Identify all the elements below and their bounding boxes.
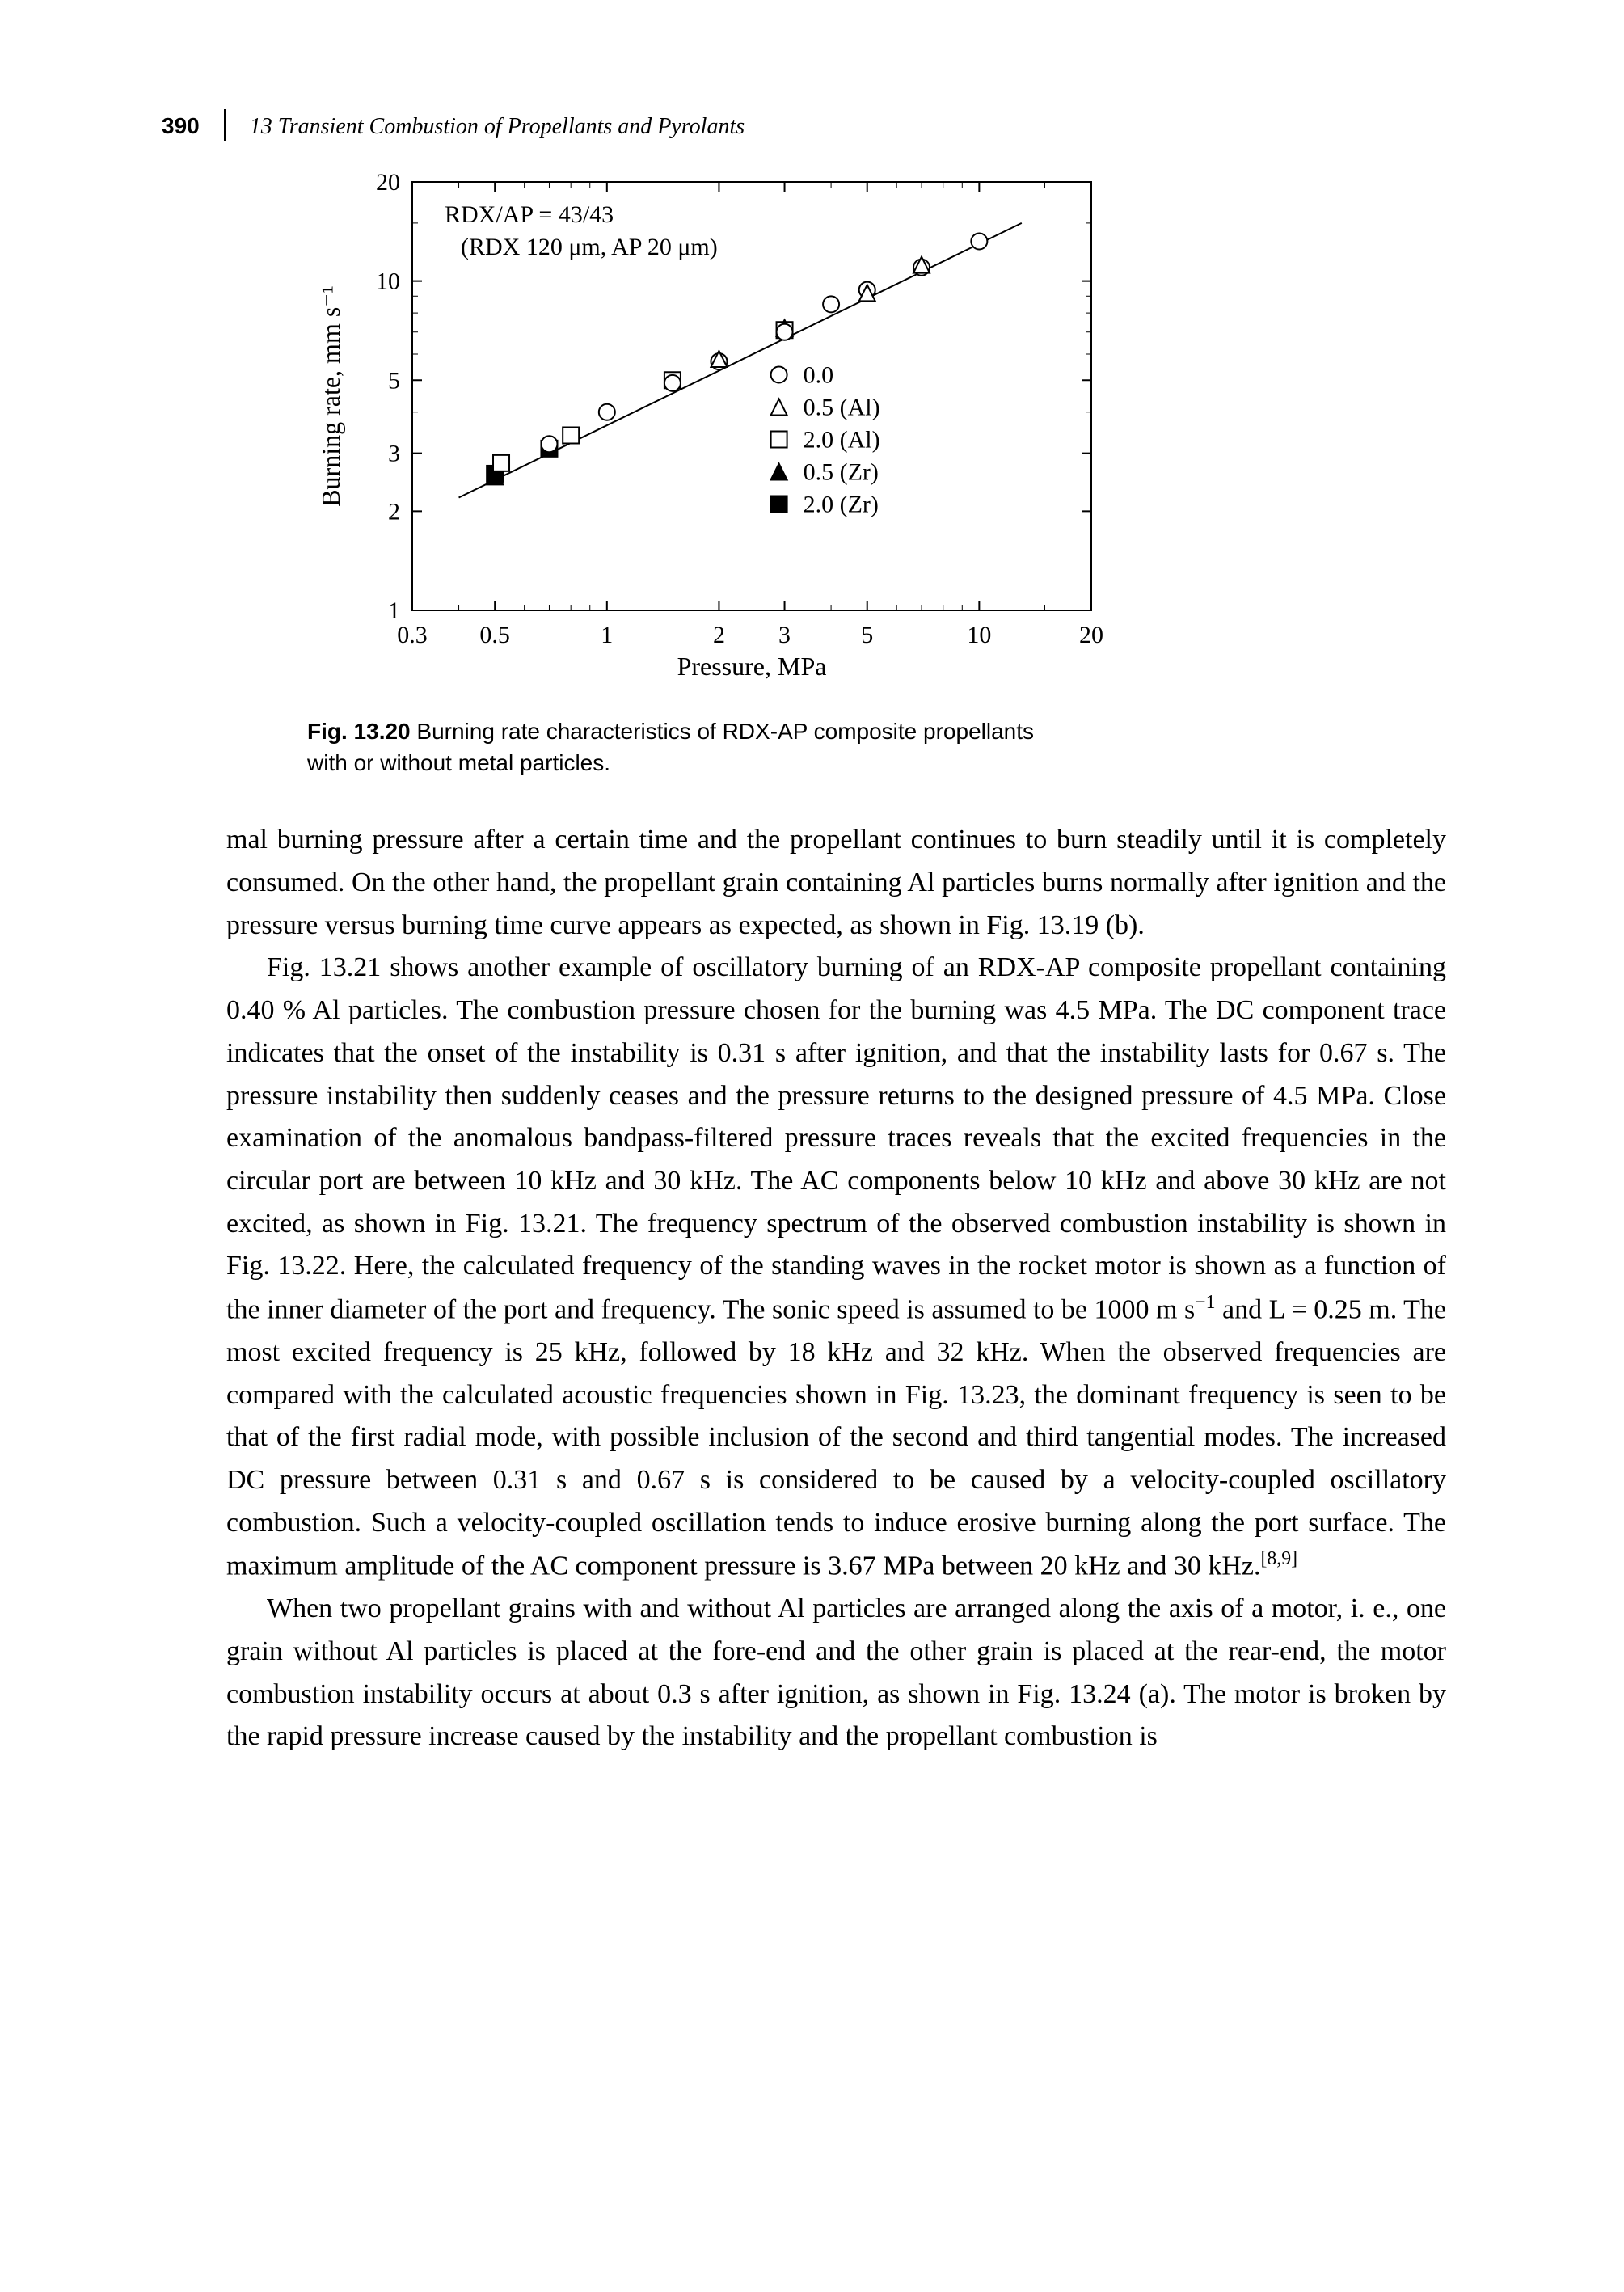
chapter-heading: 13 Transient Combustion of Propellants a…	[250, 114, 745, 140]
svg-text:0.0: 0.0	[804, 362, 834, 389]
figure-caption: Fig. 13.20 Burning rate characteristics …	[307, 715, 1035, 779]
svg-text:0.5: 0.5	[479, 622, 510, 648]
paragraph-2: Fig. 13.21 shows another example of osci…	[226, 947, 1446, 1588]
svg-text:2.0 (Al): 2.0 (Al)	[804, 427, 880, 454]
svg-text:3: 3	[388, 441, 400, 467]
burning-rate-chart: 0.3 0.5 1 2 3 5 10 20 1 2 3 5 10 20 Pressure, MPa Burni…	[307, 166, 1116, 691]
paragraph-1: mal burning pressure after a certain tim…	[226, 819, 1446, 947]
svg-text:Pressure, MPa: Pressure, MPa	[677, 652, 827, 681]
svg-text:5: 5	[861, 622, 873, 648]
svg-text:2: 2	[388, 498, 400, 525]
svg-text:0.5 (Zr): 0.5 (Zr)	[804, 459, 879, 486]
svg-text:10: 10	[967, 622, 991, 648]
figure-label: Fig. 13.20	[307, 719, 411, 744]
svg-text:(RDX 120 μm, AP 20 μm): (RDX 120 μm, AP 20 μm)	[461, 234, 718, 260]
header-divider	[224, 109, 226, 141]
chapter-number: 13	[250, 114, 272, 139]
svg-text:2.0 (Zr): 2.0 (Zr)	[804, 492, 879, 518]
body-text: mal burning pressure after a certain tim…	[226, 819, 1446, 1758]
svg-text:RDX/AP = 43/43: RDX/AP = 43/43	[445, 201, 614, 228]
svg-text:0.3: 0.3	[397, 622, 428, 648]
chapter-title: Transient Combustion of Propellants and …	[278, 114, 745, 139]
running-header: 390 13 Transient Combustion of Propellan…	[162, 113, 1446, 141]
page-number: 390	[162, 113, 200, 139]
svg-text:20: 20	[376, 169, 400, 196]
svg-text:10: 10	[376, 268, 400, 295]
svg-text:2: 2	[713, 622, 725, 648]
figure-13-20: 0.3 0.5 1 2 3 5 10 20 1 2 3 5 10 20 Pressure, MPa Burni…	[307, 166, 1446, 779]
svg-text:20: 20	[1079, 622, 1103, 648]
figure-caption-text: Burning rate characteristics of RDX-AP c…	[307, 719, 1034, 775]
svg-text:1: 1	[388, 597, 400, 624]
svg-text:1: 1	[601, 622, 613, 648]
svg-text:5: 5	[388, 367, 400, 394]
svg-text:3: 3	[778, 622, 791, 648]
svg-text:0.5 (Al): 0.5 (Al)	[804, 395, 880, 421]
svg-text:Burning rate, mm s⁻¹: Burning rate, mm s⁻¹	[316, 285, 345, 507]
paragraph-3: When two propellant grains with and with…	[226, 1588, 1446, 1758]
